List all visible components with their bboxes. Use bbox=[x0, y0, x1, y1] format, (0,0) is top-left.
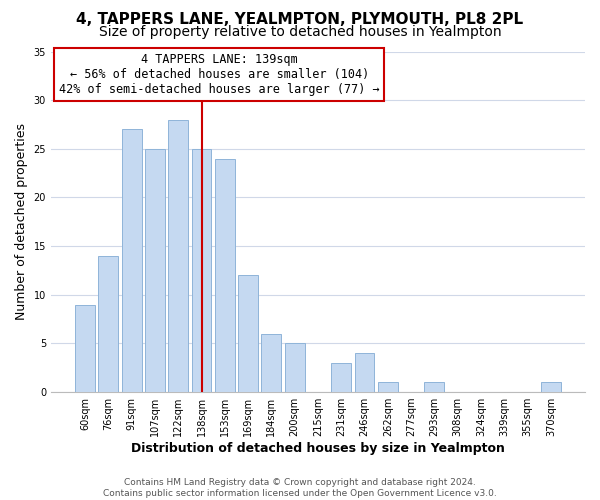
Text: 4 TAPPERS LANE: 139sqm
← 56% of detached houses are smaller (104)
42% of semi-de: 4 TAPPERS LANE: 139sqm ← 56% of detached… bbox=[59, 53, 379, 96]
Text: 4, TAPPERS LANE, YEALMPTON, PLYMOUTH, PL8 2PL: 4, TAPPERS LANE, YEALMPTON, PLYMOUTH, PL… bbox=[76, 12, 524, 28]
Bar bbox=[122, 130, 142, 392]
Bar bbox=[285, 344, 305, 392]
Bar bbox=[378, 382, 398, 392]
Bar bbox=[355, 353, 374, 392]
Bar bbox=[75, 304, 95, 392]
Bar bbox=[331, 363, 351, 392]
Bar bbox=[98, 256, 118, 392]
Bar bbox=[145, 149, 165, 392]
Text: Size of property relative to detached houses in Yealmpton: Size of property relative to detached ho… bbox=[98, 25, 502, 39]
Bar bbox=[424, 382, 444, 392]
Bar bbox=[215, 158, 235, 392]
Bar bbox=[191, 149, 211, 392]
Bar bbox=[262, 334, 281, 392]
Y-axis label: Number of detached properties: Number of detached properties bbox=[15, 124, 28, 320]
X-axis label: Distribution of detached houses by size in Yealmpton: Distribution of detached houses by size … bbox=[131, 442, 505, 455]
Bar bbox=[541, 382, 561, 392]
Bar bbox=[238, 276, 258, 392]
Text: Contains HM Land Registry data © Crown copyright and database right 2024.
Contai: Contains HM Land Registry data © Crown c… bbox=[103, 478, 497, 498]
Bar bbox=[169, 120, 188, 392]
